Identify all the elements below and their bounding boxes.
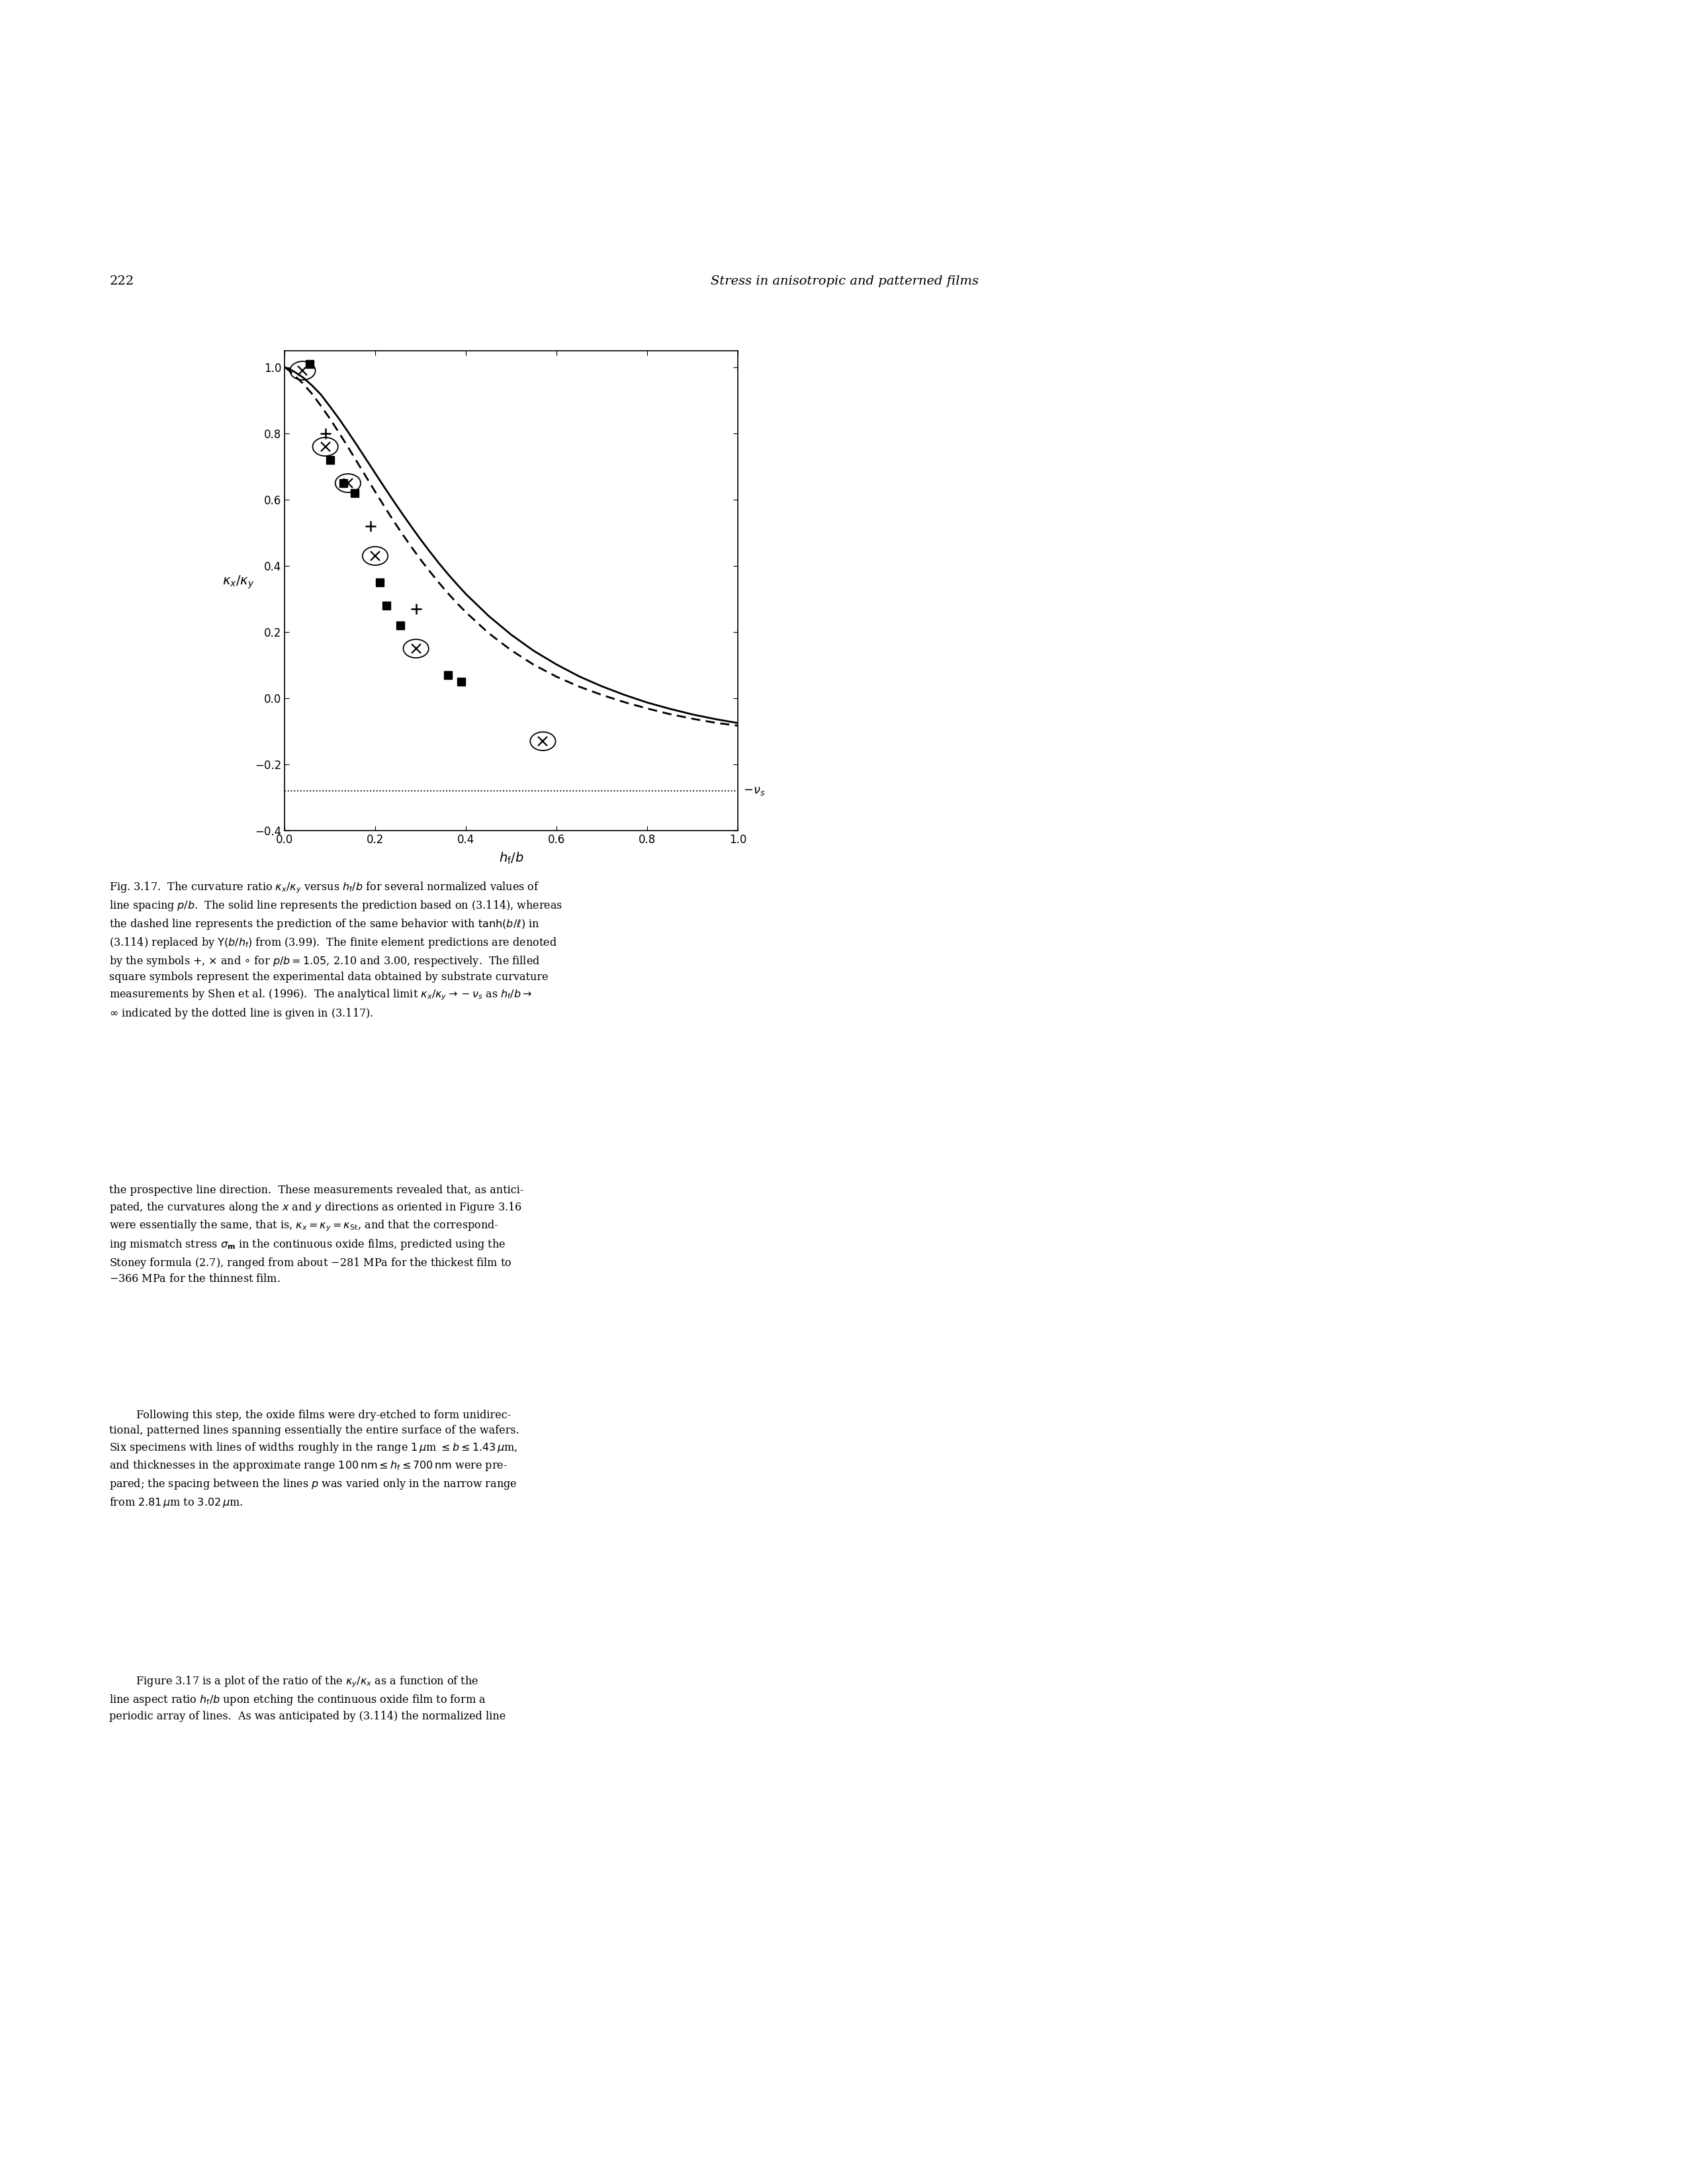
Text: 222: 222 [110, 275, 135, 288]
Text: Fig. 3.17.  The curvature ratio $\kappa_x/\kappa_y$ versus $h_{\rm f}/b$ for sev: Fig. 3.17. The curvature ratio $\kappa_x… [110, 880, 563, 1020]
Text: Stress in anisotropic and patterned films: Stress in anisotropic and patterned film… [711, 275, 979, 288]
X-axis label: $h_{\rm f}/b$: $h_{\rm f}/b$ [499, 852, 524, 867]
Y-axis label: $\kappa_x/\kappa_y$: $\kappa_x/\kappa_y$ [221, 574, 253, 590]
Text: Following this step, the oxide films were dry-etched to form unidirec-
tional, p: Following this step, the oxide films wer… [110, 1409, 519, 1509]
Text: $-\nu_s$: $-\nu_s$ [744, 784, 766, 797]
Text: Figure 3.17 is a plot of the ratio of the $\kappa_y/\kappa_x$ as a function of t: Figure 3.17 is a plot of the ratio of th… [110, 1675, 505, 1723]
Text: the prospective line direction.  These measurements revealed that, as antici-
pa: the prospective line direction. These me… [110, 1184, 524, 1284]
